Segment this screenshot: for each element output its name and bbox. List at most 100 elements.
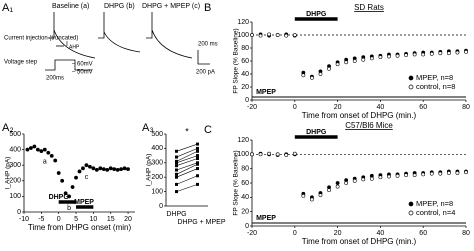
trace-label: I: [66, 41, 68, 48]
y-tick-label: 40: [241, 194, 249, 201]
trace-label: Voltage step: [4, 60, 38, 66]
data-point: [301, 193, 306, 198]
trace-label: AHP: [69, 44, 80, 50]
y-tick-label: 100: [237, 151, 249, 158]
x-tick-label: 0: [57, 216, 61, 223]
data-point: [175, 175, 178, 179]
y-tick-label: 120: [237, 19, 249, 26]
panel-label: B: [204, 2, 211, 14]
trace: [48, 12, 96, 59]
data-point: [318, 72, 323, 76]
y-tick-label: 60: [241, 58, 249, 65]
data-point: [292, 33, 297, 37]
data-point: [258, 152, 263, 157]
data-point: [196, 142, 199, 146]
y-tick-label: 500: [151, 131, 163, 138]
legend-marker: [408, 75, 414, 81]
data-point: [421, 172, 426, 177]
y-tick-label: 500: [9, 131, 21, 138]
data-point: [115, 167, 120, 172]
y-tick-label: 200: [9, 178, 21, 185]
data-point: [352, 59, 357, 63]
y-tick-label: 80: [241, 45, 249, 52]
data-point: [175, 172, 178, 176]
data-point: [275, 152, 280, 157]
data-point: [267, 151, 272, 156]
data-point: [84, 163, 89, 168]
y-tick-label: 100: [9, 193, 21, 200]
data-point: [395, 173, 400, 178]
trace-label: Baseline (a): [52, 3, 89, 10]
x-tick-label: -10: [19, 216, 29, 223]
data-point: [378, 175, 383, 180]
data-point: [455, 50, 460, 55]
y-tick-label: 200: [151, 174, 163, 181]
pair-line: [176, 163, 198, 175]
data-point: [196, 156, 199, 160]
y-tick-label: 120: [237, 137, 249, 144]
legend-label: control, n=4: [416, 208, 455, 217]
x-tick-label: 20: [124, 216, 132, 223]
data-point: [310, 76, 314, 80]
data-point: [387, 54, 391, 59]
panel-label: A₃: [142, 122, 154, 134]
legend-marker: [408, 210, 414, 216]
data-point: [60, 178, 65, 183]
data-point: [56, 171, 61, 175]
pair-line: [176, 155, 198, 164]
x-tick-label: DHPG + MPEP: [177, 219, 225, 226]
x-tick-label: -5: [38, 216, 44, 223]
trace: [98, 12, 141, 53]
x-tick-label: 15: [107, 216, 115, 223]
x-axis-label: Time from onset of DHPG (min.): [302, 237, 417, 246]
period-label: MPEP: [256, 215, 276, 222]
data-point: [196, 154, 199, 158]
data-point: [369, 56, 374, 61]
data-point: [327, 188, 331, 193]
data-point: [74, 175, 78, 180]
y-tick-label: 40: [241, 71, 249, 78]
data-point: [301, 73, 306, 78]
data-point: [108, 166, 113, 171]
trace-label: Current injection (truncated): [4, 36, 78, 42]
data-point: [196, 182, 199, 186]
data-point: [429, 171, 434, 176]
chart-title: SD Rats: [354, 3, 384, 12]
data-point: [81, 166, 85, 171]
y-axis-label: FP Slope (% Baseline): [233, 28, 240, 93]
data-point: [464, 50, 468, 54]
data-point: [63, 191, 68, 196]
data-point: [344, 60, 349, 65]
trace-label: DHPG + MPEP (c): [142, 3, 200, 10]
data-point: [404, 53, 408, 58]
data-point: [126, 167, 130, 172]
data-point: [335, 181, 340, 185]
data-point: [175, 190, 178, 194]
x-tick-label: DHPG: [166, 211, 186, 218]
data-point: [175, 168, 178, 172]
data-point: [196, 174, 199, 178]
annotation: a: [43, 158, 47, 165]
data-point: [35, 147, 40, 152]
y-tick-label: 100: [151, 188, 163, 195]
panel-label: C: [204, 124, 212, 136]
annotation: c: [85, 174, 89, 181]
data-point: [292, 151, 297, 156]
panel-label: A₁: [2, 2, 13, 14]
trace-label: DHPG (b): [104, 3, 135, 10]
pair-line: [176, 158, 198, 166]
annotation: *: [185, 126, 189, 136]
y-tick-label: 60: [241, 180, 249, 187]
chart-title: C57/Bl6 Mice: [345, 121, 393, 130]
data-point: [98, 166, 103, 171]
y-axis-label: I_AHP (pA): [5, 157, 12, 190]
x-tick-label: 5: [74, 216, 78, 223]
data-point: [404, 173, 408, 178]
y-tick-label: 0: [159, 203, 163, 210]
period-label: DHPG: [49, 194, 70, 201]
data-point: [438, 51, 443, 56]
legend-label: MPEP, n=8: [416, 199, 453, 208]
x-tick-label: 40: [377, 230, 385, 237]
data-point: [105, 167, 110, 172]
